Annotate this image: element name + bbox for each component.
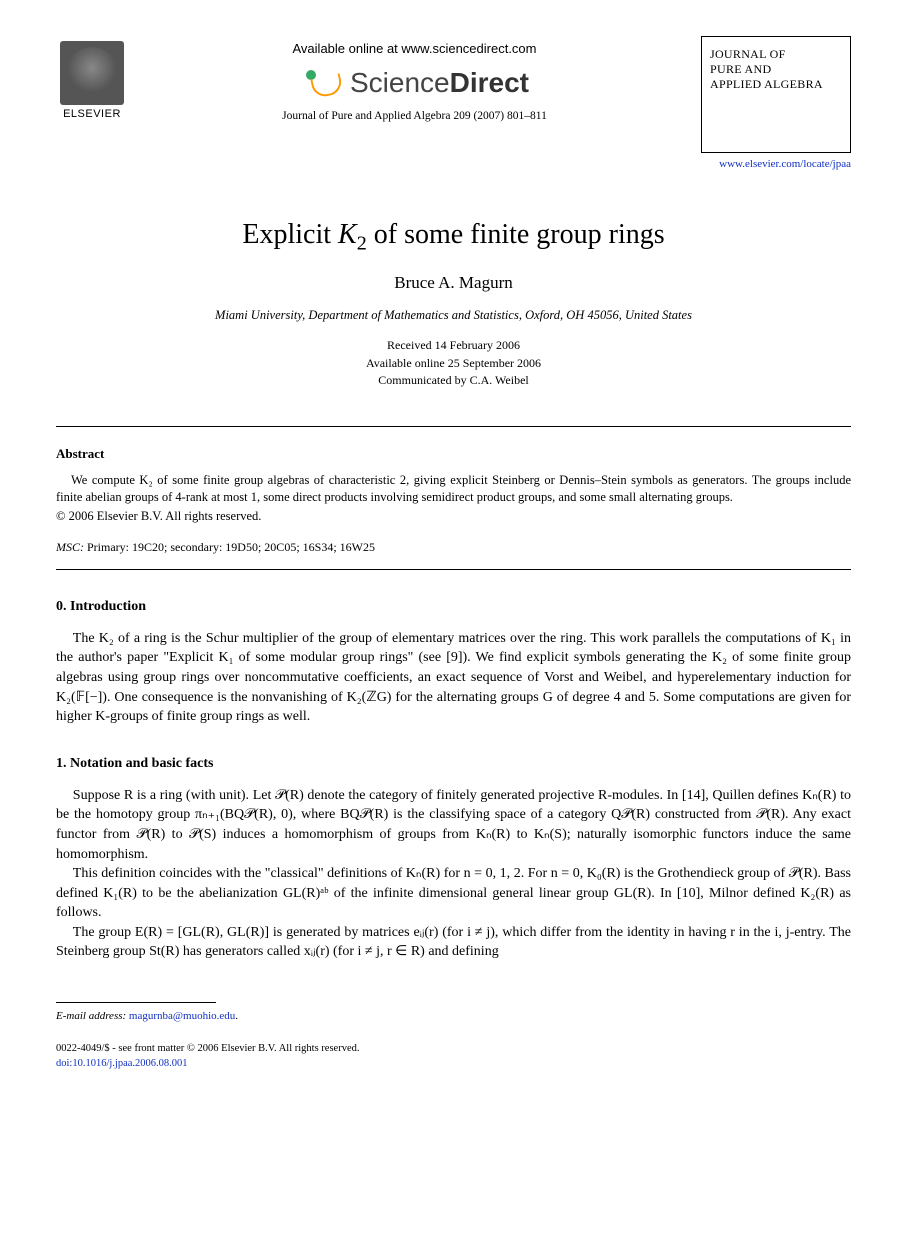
title-pre: Explicit — [242, 219, 338, 250]
email-link[interactable]: magurnba@muohio.edu — [129, 1010, 235, 1022]
section-1-p3: The group E(R) = [GL(R), GL(R)] is gener… — [56, 923, 851, 962]
date-received: Received 14 February 2006 — [387, 338, 520, 352]
publisher-name: ELSEVIER — [63, 107, 121, 122]
title-sub: 2 — [357, 232, 367, 254]
journal-box-wrap: JOURNAL OF PURE AND APPLIED ALGEBRA www.… — [701, 36, 851, 172]
section-1-heading: 1. Notation and basic facts — [56, 755, 851, 774]
article-dates: Received 14 February 2006 Available onli… — [56, 337, 851, 389]
sd-light: Science — [350, 67, 450, 98]
sd-bold: Direct — [450, 67, 529, 98]
footnote-email: E-mail address: magurnba@muohio.edu. — [56, 1009, 851, 1024]
date-online: Available online 25 September 2006 — [366, 356, 541, 370]
section-0-p1: The K₂ of a ring is the Schur multiplier… — [56, 629, 851, 727]
elsevier-logo: ELSEVIER — [56, 36, 128, 122]
section-0-heading: 0. Introduction — [56, 598, 851, 617]
affiliation: Miami University, Department of Mathemat… — [56, 307, 851, 324]
journal-homepage-link[interactable]: www.elsevier.com/locate/jpaa — [719, 158, 851, 170]
available-online-line: Available online at www.sciencedirect.co… — [128, 40, 701, 58]
footnote-separator — [56, 1002, 216, 1003]
title-K: K — [338, 219, 357, 250]
doi-link[interactable]: doi:10.1016/j.jpaa.2006.08.001 — [56, 1058, 188, 1069]
journal-title-box: JOURNAL OF PURE AND APPLIED ALGEBRA — [701, 36, 851, 153]
msc-label: MSC: — [56, 540, 84, 554]
elsevier-tree-icon — [60, 41, 124, 105]
jb-l3: APPLIED ALGEBRA — [710, 77, 823, 91]
rule-bottom — [56, 569, 851, 570]
section-1-p2: This definition coincides with the "clas… — [56, 864, 851, 923]
jb-l1: JOURNAL OF — [710, 47, 786, 61]
journal-box-title: JOURNAL OF PURE AND APPLIED ALGEBRA — [702, 37, 850, 152]
journal-reference: Journal of Pure and Applied Algebra 209 … — [128, 109, 701, 125]
author-name: Bruce A. Magurn — [56, 272, 851, 295]
copyright-line: © 2006 Elsevier B.V. All rights reserved… — [56, 508, 851, 525]
sciencedirect-wordmark: ScienceDirect — [350, 64, 529, 102]
msc-line: MSC: Primary: 19C20; secondary: 19D50; 2… — [56, 539, 851, 555]
date-communicated: Communicated by C.A. Weibel — [378, 373, 528, 387]
article-title: Explicit K2 of some finite group rings — [56, 216, 851, 258]
journal-homepage-link-wrap: www.elsevier.com/locate/jpaa — [719, 153, 851, 172]
abstract-body: We compute K₂ of some finite group algeb… — [56, 472, 851, 506]
bottom-matter: 0022-4049/$ - see front matter © 2006 El… — [56, 1042, 851, 1071]
header-center: Available online at www.sciencedirect.co… — [128, 36, 701, 125]
sciencedirect-mark-icon — [300, 66, 344, 98]
front-matter-line: 0022-4049/$ - see front matter © 2006 El… — [56, 1043, 359, 1054]
section-1-p1: Suppose R is a ring (with unit). Let 𝒫(R… — [56, 786, 851, 864]
doi-value: 10.1016/j.jpaa.2006.08.001 — [72, 1058, 187, 1069]
abstract-heading: Abstract — [56, 445, 851, 463]
footnote-label: E-mail address: — [56, 1010, 126, 1022]
title-post: of some finite group rings — [367, 219, 665, 250]
jb-l2: PURE AND — [710, 62, 771, 76]
doi-label: doi: — [56, 1058, 72, 1069]
sciencedirect-logo: ScienceDirect — [128, 64, 701, 102]
header: ELSEVIER Available online at www.science… — [56, 36, 851, 172]
msc-codes: Primary: 19C20; secondary: 19D50; 20C05;… — [84, 540, 375, 554]
